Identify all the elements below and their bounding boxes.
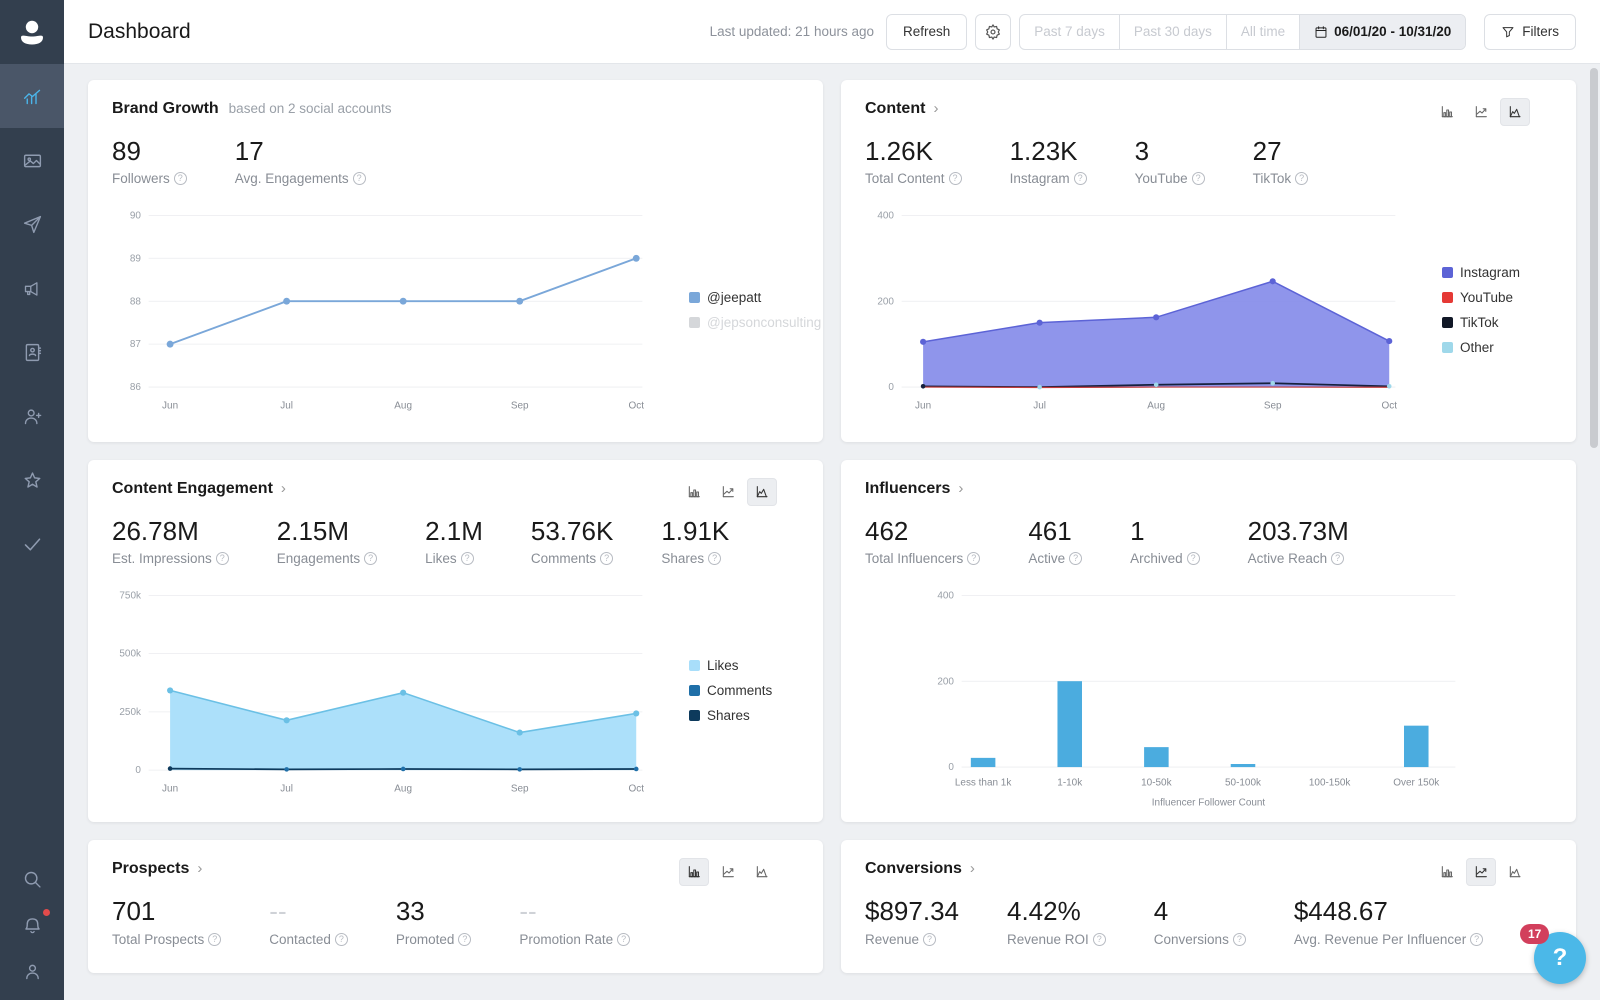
svg-text:0: 0 bbox=[888, 382, 894, 393]
svg-text:750k: 750k bbox=[119, 591, 141, 602]
svg-text:400: 400 bbox=[937, 591, 954, 602]
svg-text:0: 0 bbox=[948, 763, 954, 774]
svg-text:Influencer Follower Count: Influencer Follower Count bbox=[1152, 798, 1266, 809]
svg-text:Less than 1k: Less than 1k bbox=[955, 778, 1011, 789]
svg-text:Jun: Jun bbox=[915, 401, 931, 412]
svg-text:Aug: Aug bbox=[394, 784, 412, 795]
svg-text:Aug: Aug bbox=[1147, 401, 1165, 412]
svg-text:90: 90 bbox=[130, 211, 142, 222]
svg-text:Jun: Jun bbox=[162, 401, 178, 412]
svg-text:Jul: Jul bbox=[1033, 401, 1046, 412]
svg-text:250k: 250k bbox=[119, 707, 141, 718]
svg-text:89: 89 bbox=[130, 254, 142, 265]
svg-text:Jun: Jun bbox=[162, 784, 178, 795]
svg-text:200: 200 bbox=[877, 296, 894, 307]
svg-text:500k: 500k bbox=[119, 649, 141, 660]
svg-text:Sep: Sep bbox=[511, 401, 529, 412]
svg-text:1-10k: 1-10k bbox=[1057, 778, 1082, 789]
svg-text:Jul: Jul bbox=[280, 784, 293, 795]
svg-text:200: 200 bbox=[937, 677, 954, 688]
svg-text:Sep: Sep bbox=[511, 784, 529, 795]
svg-text:Aug: Aug bbox=[394, 401, 412, 412]
svg-text:86: 86 bbox=[130, 382, 142, 393]
svg-text:88: 88 bbox=[130, 296, 142, 307]
svg-text:Jul: Jul bbox=[280, 401, 293, 412]
svg-text:Oct: Oct bbox=[1381, 401, 1397, 412]
svg-text:Sep: Sep bbox=[1264, 401, 1282, 412]
svg-text:100-150k: 100-150k bbox=[1309, 778, 1351, 789]
svg-text:Oct: Oct bbox=[628, 401, 644, 412]
svg-text:0: 0 bbox=[135, 766, 141, 777]
svg-text:87: 87 bbox=[130, 339, 142, 350]
svg-text:10-50k: 10-50k bbox=[1141, 778, 1171, 789]
svg-text:400: 400 bbox=[877, 211, 894, 222]
svg-text:Oct: Oct bbox=[628, 784, 644, 795]
svg-text:50-100k: 50-100k bbox=[1225, 778, 1261, 789]
svg-text:Over 150k: Over 150k bbox=[1393, 778, 1439, 789]
